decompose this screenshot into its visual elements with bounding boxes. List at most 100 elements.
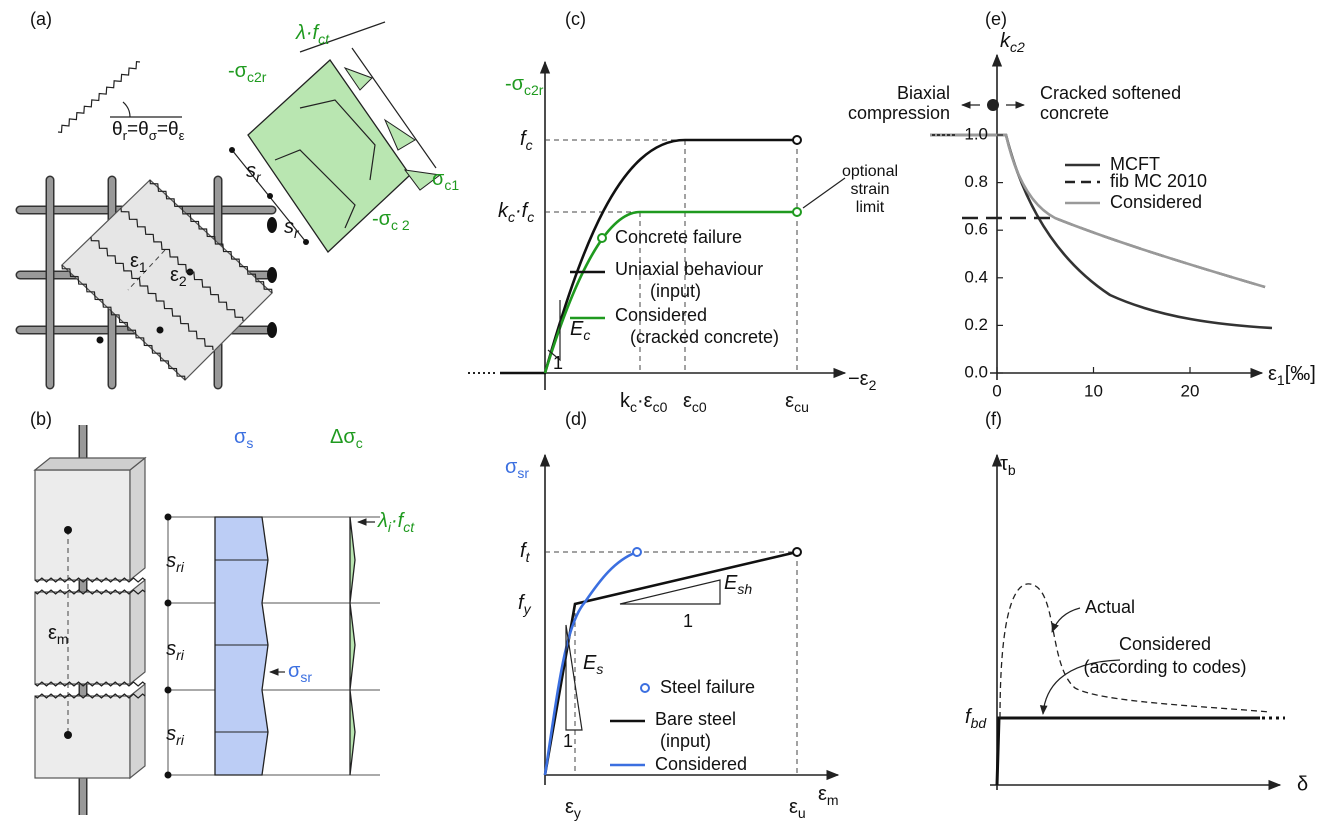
text-part: σ <box>288 660 301 682</box>
legend-entry: MCFT <box>1110 154 1160 174</box>
label: sri <box>166 638 185 662</box>
subscript: ε <box>179 128 185 143</box>
subscript: cu <box>794 399 809 415</box>
text-part: s <box>284 216 294 238</box>
text-part: E <box>724 572 738 594</box>
text-part: ε <box>130 250 139 272</box>
prisms <box>33 456 147 780</box>
label: fy <box>518 592 532 616</box>
label: δ <box>1297 773 1308 795</box>
text-part: E <box>583 652 597 674</box>
text-part: s <box>166 550 176 572</box>
label: 1 <box>553 353 563 373</box>
panel-d <box>539 453 840 785</box>
label: Actual <box>1085 597 1135 617</box>
subscript: y <box>574 805 581 821</box>
text-part: ε <box>565 796 574 818</box>
panel-tag: (c) <box>565 9 586 29</box>
label: Ec <box>570 318 590 342</box>
panel-b <box>33 425 380 815</box>
label: concrete <box>1040 103 1109 123</box>
text-part: λ <box>377 510 388 532</box>
subscript: b <box>1008 462 1016 478</box>
label: σs <box>234 426 253 450</box>
text-part: σ <box>432 168 445 190</box>
text-part: -σ <box>372 208 392 230</box>
subscript: c <box>508 209 515 225</box>
panel-tag: (b) <box>30 409 52 429</box>
label: kc·fc <box>498 200 534 224</box>
stress-line <box>299 99 376 181</box>
text-part: s <box>166 723 176 745</box>
subscript: c <box>526 137 533 153</box>
text-part: =θ <box>157 119 179 140</box>
label: Esh <box>724 572 752 596</box>
text-part: ε <box>789 796 798 818</box>
text-part: k <box>620 390 631 412</box>
y-tick-label: 0.6 <box>964 220 988 239</box>
text-part: λ·f <box>295 22 321 44</box>
subscript: ri <box>176 559 185 575</box>
wavy-line <box>34 589 146 595</box>
text-part: ε <box>170 264 179 286</box>
text-part: s <box>246 160 256 182</box>
spike <box>343 66 373 91</box>
text-part: ε <box>1268 363 1277 385</box>
subscript: s <box>246 435 253 451</box>
subscript: ct <box>403 519 415 535</box>
subscript: t <box>526 549 531 565</box>
label: fc <box>520 128 533 152</box>
text-part: −ε <box>848 368 869 390</box>
x-tick-label: 0 <box>992 381 1001 400</box>
text-part: f <box>520 128 528 150</box>
dot <box>96 336 104 344</box>
label: τb <box>1000 453 1016 477</box>
label: ε2 <box>170 264 187 288</box>
subscript: c <box>356 435 363 451</box>
text-part: s <box>166 638 176 660</box>
subscript: c2r <box>247 69 267 85</box>
x-tick-label: 20 <box>1181 381 1200 400</box>
dimension <box>351 47 437 169</box>
label: λi·fct <box>377 510 415 534</box>
label: εu <box>789 796 806 820</box>
subscript: m <box>57 631 69 647</box>
text-part: ε <box>818 783 827 805</box>
legend-entry: fib MC 2010 <box>1110 171 1207 191</box>
label: -σc2r <box>228 60 267 84</box>
label: εm <box>818 783 839 807</box>
subscript: c 2 <box>391 217 410 233</box>
subscript: 1 <box>139 259 147 275</box>
legend-entry: Concrete failure <box>615 227 742 247</box>
dot <box>229 147 235 153</box>
annotation: optional <box>842 163 898 180</box>
subscript: sr <box>300 669 312 685</box>
panel-e <box>930 53 1273 380</box>
panel-c <box>468 60 847 390</box>
subscript: ri <box>176 647 185 663</box>
subscript: sh <box>737 581 752 597</box>
legend-entry: Considered <box>615 305 707 325</box>
stress-line <box>274 149 356 229</box>
label: ε1 <box>130 250 147 274</box>
text-part: σ <box>234 426 247 448</box>
text-part: ε <box>683 390 692 412</box>
label: Δσc <box>330 426 363 450</box>
y-tick-label: 0.4 <box>964 267 988 286</box>
wavy-line <box>61 264 186 381</box>
annotation: limit <box>856 199 885 216</box>
panel-tag: (a) <box>30 9 52 29</box>
x-tick-label: 10 <box>1084 381 1103 400</box>
label: σc1 <box>432 168 459 192</box>
dimension <box>299 21 386 53</box>
panel-tag: (f) <box>985 409 1002 429</box>
label: Biaxial <box>897 83 950 103</box>
label: sri <box>166 550 185 574</box>
text-part: ·f <box>391 510 406 532</box>
subscript: r <box>123 128 128 143</box>
text-part: ε <box>785 390 794 412</box>
label: sri <box>166 723 185 747</box>
subscript: y <box>523 601 532 617</box>
crack-lines <box>167 516 380 776</box>
